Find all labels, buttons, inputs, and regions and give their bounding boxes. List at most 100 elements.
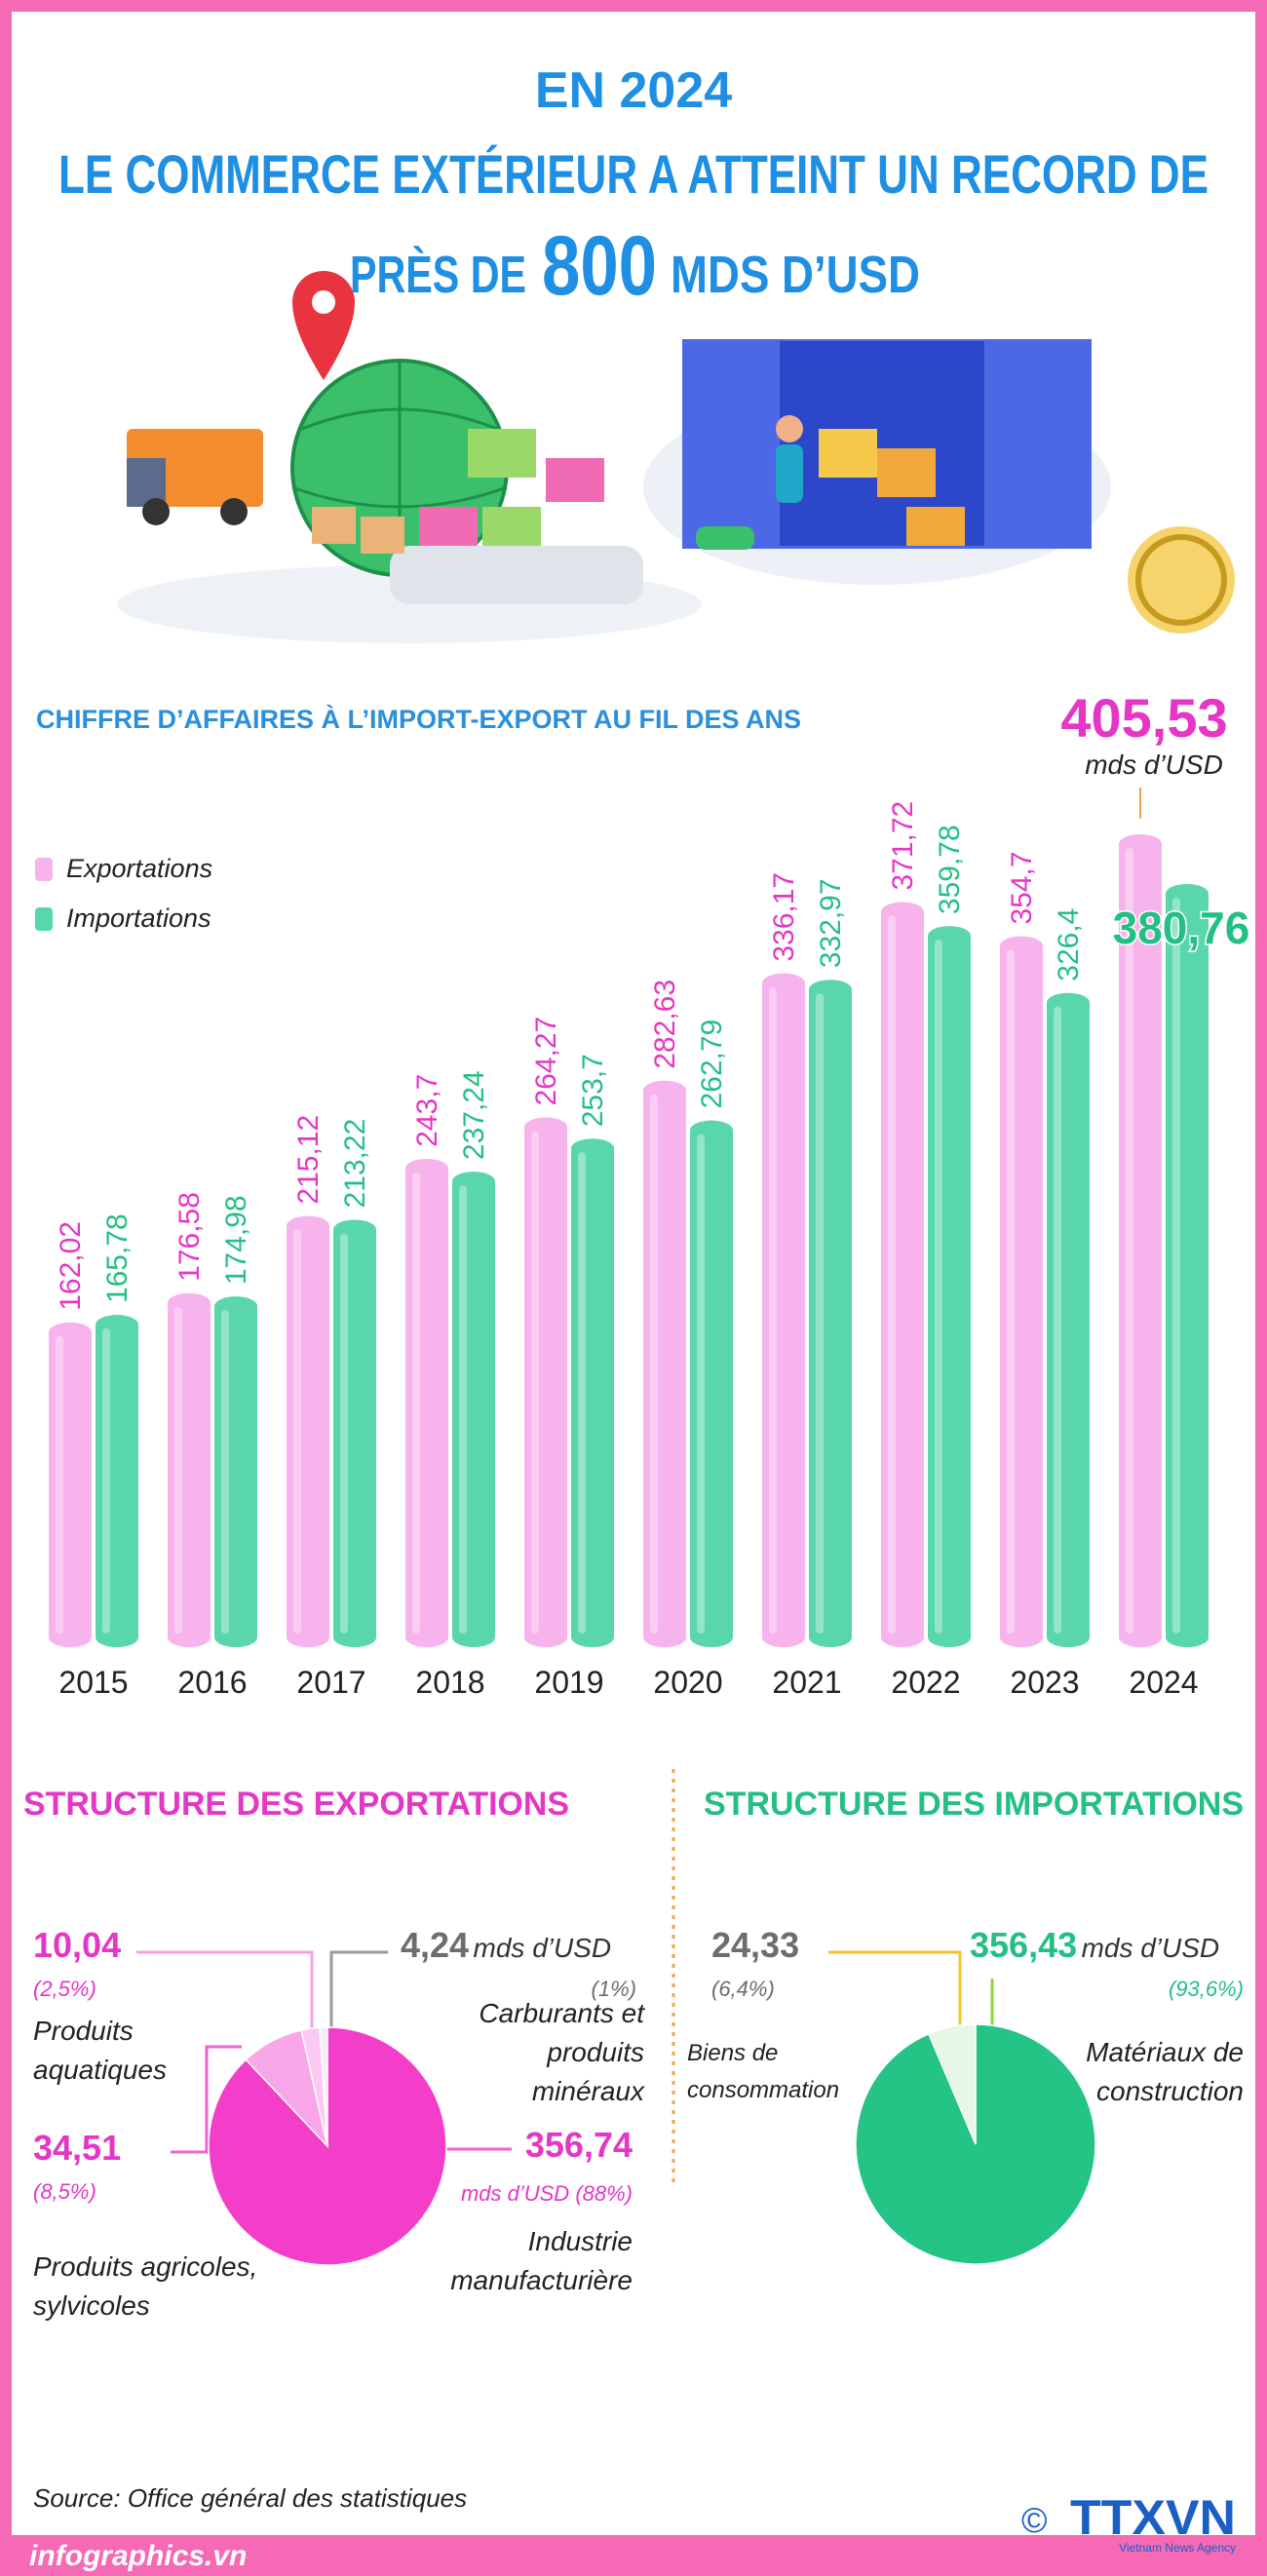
value-label: 213,22	[339, 1119, 371, 1209]
bar	[49, 1322, 92, 1647]
unit-label: mds d’USD	[1081, 1933, 1220, 1963]
share-label: (93,6%)	[1168, 1977, 1244, 2001]
pie-slice	[927, 2023, 977, 2145]
x-tick-label: 2022	[891, 1665, 960, 1700]
illustration-logistics	[117, 271, 702, 643]
value-row: 4,24 mds d’USD	[401, 1925, 611, 1966]
connectors	[136, 1950, 994, 2154]
bar-highlight	[769, 986, 777, 1634]
source: Source: Office général des statistiques	[33, 2483, 467, 2513]
value-label: 24,33	[711, 1925, 800, 1965]
value-label: 354,7	[1006, 851, 1038, 924]
bar-highlight	[459, 1185, 467, 1634]
value-label: 264,27	[530, 1017, 562, 1106]
value-label: 253,7	[577, 1054, 609, 1127]
x-tick-label: 2017	[296, 1665, 365, 1700]
bar-highlight	[1007, 949, 1015, 1634]
value-label: 176,58	[173, 1192, 206, 1282]
value-row: 34,51	[33, 2128, 121, 2169]
category-label: Produits aquatiques	[33, 2016, 168, 2085]
bar-highlight	[816, 993, 824, 1634]
bar	[96, 1315, 138, 1647]
value-label: 336,17	[768, 872, 800, 962]
chart-title: CHIFFRE D’AFFAIRES À L’IMPORT-EXPORT AU …	[36, 705, 802, 734]
bar	[1000, 936, 1043, 1647]
bar-highlight	[102, 1328, 110, 1634]
logo-subtitle: Vietnam News Agency	[1119, 2541, 1236, 2555]
value-label: 380,76	[1113, 903, 1250, 953]
x-tick-label: 2019	[534, 1665, 603, 1700]
bar	[214, 1296, 257, 1647]
bar	[524, 1117, 567, 1647]
share-row: (93,6%)	[1169, 1977, 1244, 2002]
value-label: 356,74	[524, 2125, 633, 2165]
title-line: PRÈS DE	[350, 246, 526, 304]
bar	[405, 1158, 448, 1647]
value-label: 165,78	[101, 1213, 134, 1303]
title-line: LE COMMERCE EXTÉRIEUR A ATTEINT UN RECOR…	[58, 143, 1209, 205]
bar-highlight	[293, 1229, 301, 1634]
value-row: 356,74	[525, 2125, 633, 2166]
share-row: (8,5%)	[33, 2179, 96, 2205]
category-label: Matériaux de construction	[1086, 2037, 1244, 2106]
bar	[1119, 834, 1162, 1647]
value-label: 359,78	[934, 825, 966, 914]
share-label: (1%)	[591, 1977, 636, 2001]
bar-highlight	[650, 1094, 658, 1634]
bar-highlight	[1172, 897, 1180, 1634]
value-label: 371,72	[887, 801, 919, 891]
value-label: 326,4	[1053, 908, 1085, 981]
site: infographics.vn	[29, 2540, 247, 2572]
share-row: (1%)	[592, 1977, 636, 2002]
share-label: (88%)	[575, 2181, 633, 2206]
bar-highlight	[531, 1131, 539, 1634]
bar-highlight	[1054, 1006, 1061, 1634]
value-label: 243,7	[411, 1074, 443, 1147]
category-label: Carburants et produits minéraux	[479, 1998, 644, 2106]
category-label: Industrie manufacturière	[450, 2226, 633, 2295]
bar	[690, 1120, 733, 1647]
value-row: 356,43 mds d’USD	[970, 1925, 1219, 1966]
value-label: 332,97	[815, 878, 847, 968]
category-label: Produits agricoles, sylvicoles	[33, 2251, 258, 2321]
value-label: 237,24	[458, 1070, 490, 1160]
bar-highlight	[412, 1172, 420, 1634]
bar	[643, 1080, 686, 1647]
x-tick-label: 2024	[1129, 1665, 1198, 1700]
value-row: 10,04	[33, 1925, 121, 1966]
title-line: MDS D’USD	[671, 246, 920, 304]
bar	[809, 980, 852, 1647]
value-label: 162,02	[55, 1221, 87, 1311]
value-label: 10,04	[33, 1925, 122, 1965]
bar-highlight	[1126, 848, 1133, 1634]
bar-highlight	[888, 915, 896, 1634]
value-row: 24,33	[711, 1925, 799, 1966]
illustration-warehouse	[643, 339, 1235, 634]
value-label: 282,63	[649, 980, 681, 1069]
share-label: (6,4%)	[711, 1977, 775, 2001]
value-label: 174,98	[220, 1195, 252, 1285]
bar-highlight	[221, 1310, 229, 1634]
unit-label: mds d’USD	[460, 2181, 570, 2206]
bar	[928, 926, 971, 1647]
bar	[571, 1138, 614, 1647]
x-tick-label: 2015	[58, 1665, 128, 1700]
legend-label: Importations	[66, 904, 211, 933]
logo: TTXVN	[1070, 2490, 1236, 2545]
bar	[168, 1292, 211, 1647]
bar-highlight	[174, 1306, 182, 1634]
pie-title: STRUCTURE DES EXPORTATIONS	[23, 1786, 569, 1823]
share-label: (2,5%)	[33, 1977, 96, 2001]
share-row: (2,5%)	[33, 1977, 96, 2002]
bar-highlight	[56, 1335, 63, 1634]
bar-highlight	[697, 1134, 705, 1634]
category-label: Biens de consommation	[687, 2040, 840, 2103]
bar	[881, 902, 924, 1647]
x-tick-label: 2021	[772, 1665, 841, 1700]
bar	[1047, 992, 1090, 1647]
value-label: 215,12	[292, 1115, 325, 1205]
value-label: 405,53	[1060, 687, 1227, 749]
bar-highlight	[340, 1233, 348, 1634]
